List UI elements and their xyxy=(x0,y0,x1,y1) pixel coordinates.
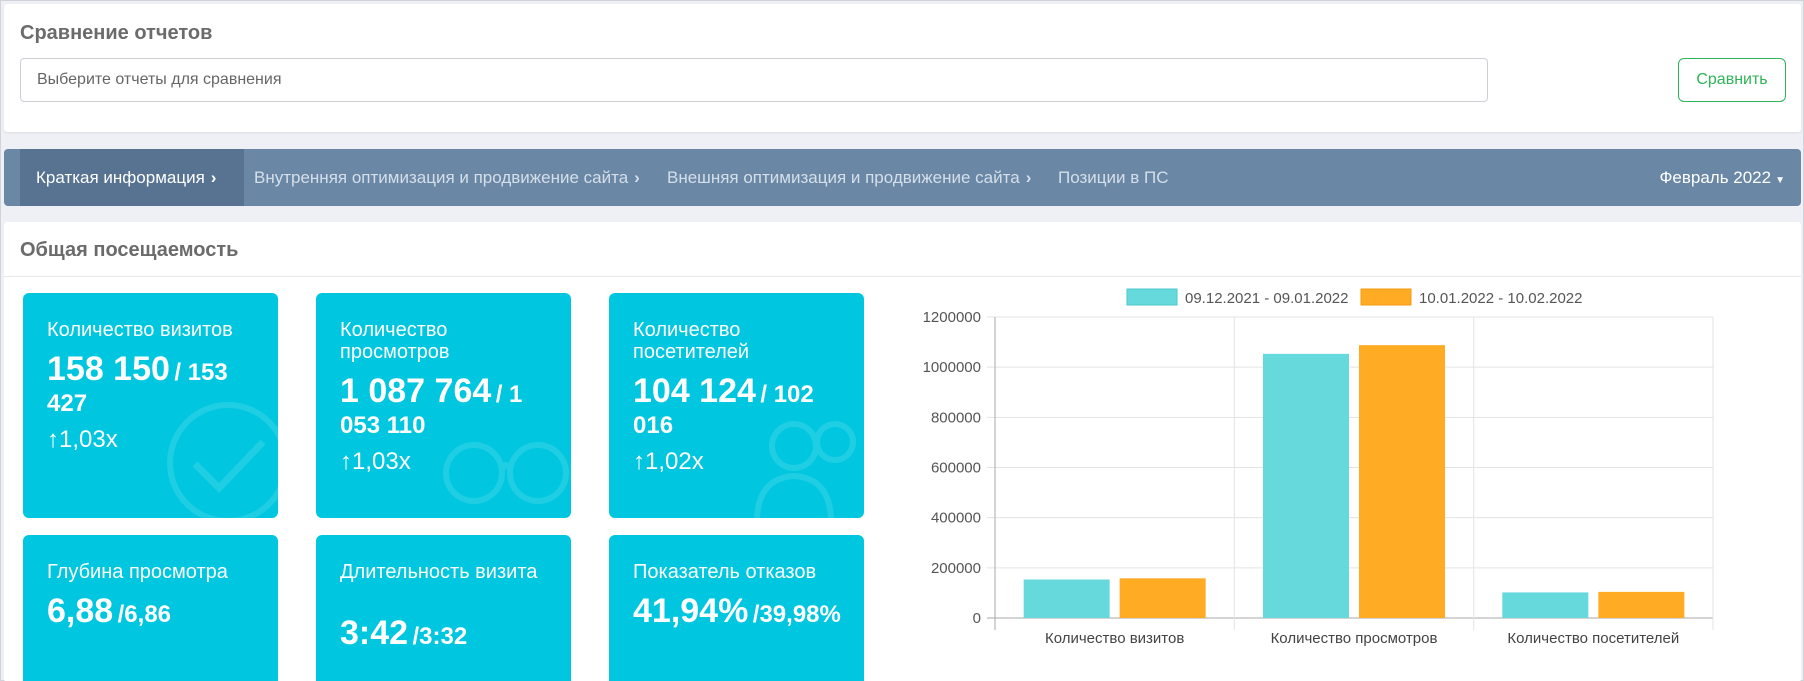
legend-swatch xyxy=(1360,288,1412,306)
x-tick-label: Количество посетителей xyxy=(1507,630,1679,647)
reports-select-input[interactable] xyxy=(20,58,1488,102)
tile-bounce-rate: Показатель отказов 41,94% /39,98% xyxy=(609,535,864,681)
arrow-up-icon: ↑ xyxy=(47,426,59,453)
tile-value: 6,88 /6,86 xyxy=(47,594,262,632)
traffic-comparison-chart: 0 200000 400000 600000 800000 1000000 1200000 К… xyxy=(923,288,1714,647)
x-tick-label: Количество просмотров xyxy=(1271,630,1438,647)
tile-ratio-value: 1,03x xyxy=(352,448,411,475)
bar-1 xyxy=(1263,353,1349,618)
y-tick-label: 1200000 xyxy=(923,309,981,326)
x-tick-label: Количество визитов xyxy=(1045,630,1184,647)
tile-visitors: Количество посетителей 104 124 / 102 016… xyxy=(609,293,864,518)
tile-current-value: 158 150 xyxy=(47,350,170,388)
tab-label: Позиции в ПС xyxy=(1058,168,1169,187)
y-tick-label: 800000 xyxy=(931,409,981,426)
y-tick-label: 600000 xyxy=(931,460,981,477)
traffic-card: Общая посещаемость xyxy=(4,222,1801,681)
users-icon xyxy=(754,421,856,518)
chevron-right-icon: › xyxy=(1025,168,1032,187)
chevron-right-icon: › xyxy=(634,168,640,187)
tile-current-value: 6,88 xyxy=(47,592,114,630)
tile-duration: Длительность визита 3:42 /3:32 xyxy=(316,535,571,681)
legend-label: 09.12.2021 - 09.01.2022 xyxy=(1185,290,1348,307)
period-label: Февраль 2022 xyxy=(1659,168,1772,187)
tab-label: Внешняя оптимизация и продвижение сайта xyxy=(667,168,1020,187)
legend-label: 10.01.2022 - 10.02.2022 xyxy=(1419,290,1582,307)
y-tick-label: 400000 xyxy=(931,510,981,527)
tile-label: Количество просмотров xyxy=(340,319,450,363)
tab-summary[interactable]: Краткая информация › xyxy=(20,149,244,206)
check-circle-icon xyxy=(167,402,278,518)
chevron-right-icon: › xyxy=(210,168,217,187)
bar-1 xyxy=(1502,592,1589,618)
tile-label: Глубина просмотра xyxy=(47,561,228,583)
caret-down-icon: ▼ xyxy=(1775,175,1785,186)
compare-reports-card: Сравнение отчетов Сравнить xyxy=(4,4,1801,132)
tab-external-optimization[interactable]: Внешняя оптимизация и продвижение сайта › xyxy=(667,149,1031,206)
y-tick-label: 0 xyxy=(973,610,981,627)
bar-2 xyxy=(1598,591,1685,618)
arrow-up-icon: ↑ xyxy=(633,448,645,475)
compare-title: Сравнение отчетов xyxy=(20,22,213,44)
tile-value: 1 087 764 / 1 053 110 xyxy=(340,374,555,443)
tile-current-value: 104 124 xyxy=(633,372,756,410)
tile-previous-value: /6,86 xyxy=(117,601,172,628)
tile-label: Показатель отказов xyxy=(633,561,817,583)
tile-previous-value: / 153 427 xyxy=(47,359,228,417)
tile-depth: Глубина просмотра 6,88 /6,86 xyxy=(23,535,278,681)
y-tick-label: 1000000 xyxy=(923,359,981,376)
tile-ratio: ↑1,02x xyxy=(633,448,704,476)
period-dropdown[interactable]: Февраль 2022 ▼ xyxy=(1659,149,1785,206)
tab-label: Краткая информация xyxy=(36,168,205,187)
bar-2 xyxy=(1359,345,1445,618)
tile-current-value: 3:42 xyxy=(340,614,409,652)
tile-value: 41,94% /39,98% xyxy=(633,594,848,632)
bar-2 xyxy=(1119,578,1206,618)
tab-internal-optimization[interactable]: Внутренняя оптимизация и продвижение сай… xyxy=(254,149,640,206)
glasses-icon xyxy=(443,442,569,504)
compare-button[interactable]: Сравнить xyxy=(1678,58,1786,102)
y-tick-label: 200000 xyxy=(931,560,981,577)
tile-visits: Количество визитов 158 150 / 153 427 ↑1,… xyxy=(23,293,278,518)
tile-previous-value: /39,98% xyxy=(752,601,841,628)
tile-value: 3:42 /3:32 xyxy=(340,616,555,654)
tab-label: Внутренняя оптимизация и продвижение сай… xyxy=(254,168,629,187)
section-title: Общая посещаемость xyxy=(20,239,239,261)
tile-current-value: 1 087 764 xyxy=(340,372,492,410)
traffic-card-header: Общая посещаемость xyxy=(4,222,1801,277)
legend-swatch xyxy=(1126,288,1178,306)
tile-ratio: ↑1,03x xyxy=(47,426,118,454)
tile-previous-value: / 1 053 110 xyxy=(340,381,523,439)
tab-search-positions[interactable]: Позиции в ПС xyxy=(1058,149,1168,206)
tile-label: Длительность визита xyxy=(340,561,538,583)
bar-1 xyxy=(1023,579,1110,618)
tile-value: 104 124 / 102 016 xyxy=(633,374,848,443)
tile-current-value: 41,94% xyxy=(633,592,749,630)
report-nav: Краткая информация › Внутренняя оптимизац… xyxy=(4,149,1801,206)
tile-value: 158 150 / 153 427 xyxy=(47,352,262,421)
tile-ratio-value: 1,02x xyxy=(645,448,704,475)
tile-previous-value: / 102 016 xyxy=(633,381,814,439)
tile-label: Количество визитов xyxy=(47,319,233,341)
tile-previous-value: /3:32 xyxy=(412,623,468,650)
arrow-up-icon: ↑ xyxy=(340,448,352,475)
tile-label: Количество посетителей xyxy=(633,319,750,363)
tile-ratio: ↑1,03x xyxy=(340,448,411,476)
tile-pageviews: Количество просмотров 1 087 764 / 1 053 … xyxy=(316,293,571,518)
tile-ratio-value: 1,03x xyxy=(59,426,118,453)
